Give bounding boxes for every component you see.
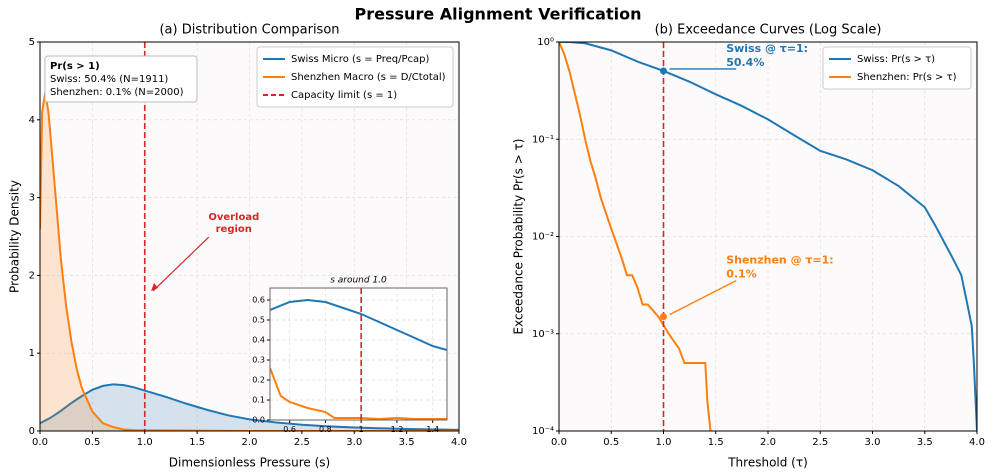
chart: 0.6 0.8 1 1.2 1.4 0.0 0.1 0.2 0.3 0.4 0.5 0.6 s arou… xyxy=(252,276,448,434)
legend xyxy=(822,46,972,90)
y-tick-label: 0.4 xyxy=(252,336,265,345)
legend-label: Shenzhen: Pr(s > τ) xyxy=(857,72,957,83)
chart-title: (b) Exceedance Curves (Log Scale) xyxy=(655,23,882,38)
x-axis-label: Threshold (τ) xyxy=(727,456,808,470)
line xyxy=(559,42,712,431)
y-axis-label: Probability Density xyxy=(8,180,22,293)
annotation: 0.1% xyxy=(726,268,757,281)
y-tick-label: 5 xyxy=(29,37,35,48)
x-tick-label: 1.2 xyxy=(391,425,404,434)
y-tick-label: 10⁻² xyxy=(532,232,554,243)
y-tick-label: 2 xyxy=(29,270,35,281)
area xyxy=(40,92,459,431)
chart-title: (a) Distribution Comparison xyxy=(159,23,339,38)
axes-frame xyxy=(39,41,460,432)
x-tick-label: 3.0 xyxy=(865,437,881,448)
y-tick-label: 0.3 xyxy=(252,356,265,365)
line xyxy=(40,92,459,431)
y-axis-label: Exceedance Probability Pr(s > τ) xyxy=(512,139,526,335)
x-tick-label: 0.5 xyxy=(603,437,619,448)
figure-title: Pressure Alignment Verification xyxy=(355,5,642,24)
x-tick-label: 0.6 xyxy=(283,425,296,434)
y-tick-label: 4 xyxy=(29,115,35,126)
annotation: region xyxy=(216,224,252,235)
x-tick-label: 2.5 xyxy=(294,437,310,448)
line xyxy=(270,367,447,420)
chart-title: s around 1.0 xyxy=(330,276,387,286)
x-tick-label: 1.0 xyxy=(656,437,672,448)
plot-area xyxy=(270,288,447,420)
annotation-arrow xyxy=(669,280,737,316)
line xyxy=(559,42,977,431)
annotation-arrow xyxy=(152,236,210,292)
x-tick-label: 3.0 xyxy=(346,437,362,448)
x-tick-label: 1 xyxy=(359,425,364,434)
point-marker xyxy=(660,313,667,321)
legend-label: Capacity limit (s = 1) xyxy=(291,90,397,101)
x-tick-label: 2.5 xyxy=(812,437,828,448)
x-tick-label: 1.4 xyxy=(426,425,439,434)
x-tick-label: 0.5 xyxy=(84,437,100,448)
axes-frame xyxy=(269,287,448,421)
y-tick-label: 0.0 xyxy=(252,416,265,425)
x-tick-label: 1.0 xyxy=(137,437,153,448)
y-tick-label: 10⁻¹ xyxy=(532,134,554,145)
info-text: Shenzhen: 0.1% (N=2000) xyxy=(50,87,184,98)
x-tick-label: 4.0 xyxy=(451,437,467,448)
line xyxy=(270,298,447,351)
y-tick-label: 3 xyxy=(29,193,35,204)
point-marker xyxy=(660,67,667,75)
annotation: 50.4% xyxy=(726,56,764,69)
x-tick-label: 2.0 xyxy=(242,437,258,448)
y-tick-label: 10⁻⁴ xyxy=(532,426,554,437)
x-tick-label: 0.0 xyxy=(551,437,567,448)
chart: 0.0 0.5 1.0 1.5 2.0 2.5 3.0 3.5 4.0 10⁻⁴ 10⁻³ 10⁻² 1… xyxy=(512,23,985,470)
legend-label: Swiss: Pr(s > τ) xyxy=(857,54,935,65)
y-tick-label: 10⁰ xyxy=(537,37,554,48)
x-tick-label: 4.0 xyxy=(969,437,985,448)
plot xyxy=(40,42,459,431)
y-tick-label: 1 xyxy=(29,348,35,359)
plot xyxy=(559,42,977,431)
x-tick-label: 2.0 xyxy=(760,437,776,448)
info-text: Swiss: 50.4% (N=1911) xyxy=(50,74,168,85)
annotation: Swiss @ τ=1: xyxy=(726,42,808,55)
info-text: Pr(s > 1) xyxy=(50,61,100,72)
arrow-head xyxy=(151,282,159,291)
y-tick-label: 0 xyxy=(29,426,35,437)
legend-label: Shenzhen Macro (s = D/Ctotal) xyxy=(291,72,446,83)
x-axis-label: Dimensionless Pressure (s) xyxy=(169,456,331,470)
x-tick-label: 0.0 xyxy=(32,437,48,448)
line xyxy=(40,383,459,431)
x-tick-label: 3.5 xyxy=(917,437,933,448)
y-tick-label: 0.5 xyxy=(252,316,265,325)
x-tick-label: 1.5 xyxy=(189,437,205,448)
x-tick-label: 1.5 xyxy=(708,437,724,448)
annotation: Shenzhen @ τ=1: xyxy=(726,254,834,267)
axes-frame xyxy=(558,41,978,432)
y-tick-label: 0.1 xyxy=(252,396,265,405)
annotation: Overload xyxy=(208,212,259,223)
plot xyxy=(270,288,447,420)
info-box xyxy=(44,55,198,103)
y-tick-label: 0.6 xyxy=(252,296,265,305)
x-tick-label: 0.8 xyxy=(319,425,332,434)
y-tick-label: 0.2 xyxy=(252,376,265,385)
legend-label: Swiss Micro (s = Preq/Pcap) xyxy=(291,54,429,65)
x-tick-label: 3.5 xyxy=(399,437,415,448)
y-tick-label: 10⁻³ xyxy=(532,329,554,340)
legend xyxy=(256,46,454,108)
